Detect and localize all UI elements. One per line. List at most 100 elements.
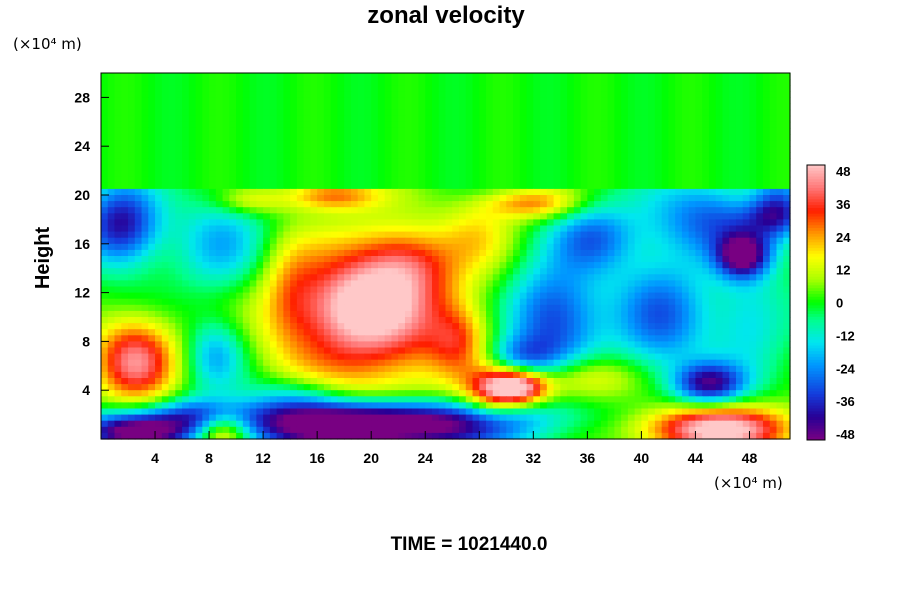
heatmap-cell	[209, 115, 217, 123]
heatmap-cell	[654, 140, 663, 147]
heatmap-cell	[580, 317, 588, 324]
heatmap-cell	[472, 164, 480, 172]
heatmap-cell	[567, 274, 575, 281]
heatmap-cell	[107, 353, 116, 361]
heatmap-cell	[398, 347, 406, 355]
heatmap-cell	[756, 237, 764, 245]
heatmap-cell	[654, 274, 663, 281]
heatmap-cell	[580, 298, 588, 306]
heatmap-cell	[533, 225, 541, 233]
heatmap-cell	[560, 146, 568, 153]
heatmap-cell	[384, 91, 393, 98]
heatmap-cell	[668, 79, 676, 86]
heatmap-cell	[546, 292, 555, 300]
heatmap-cell	[290, 121, 298, 129]
heatmap-cell	[121, 85, 129, 92]
heatmap-cell	[323, 170, 332, 178]
heatmap-cell	[330, 188, 339, 196]
heatmap-cell	[438, 134, 447, 141]
heatmap-cell	[553, 335, 561, 342]
heatmap-cell	[648, 341, 656, 349]
heatmap-cell	[269, 268, 278, 275]
heatmap-cell	[627, 164, 636, 172]
heatmap-cell	[425, 359, 433, 367]
heatmap-cell	[587, 268, 595, 275]
heatmap-cell	[459, 310, 467, 318]
heatmap-cell	[128, 109, 136, 117]
heatmap-cell	[681, 335, 690, 342]
heatmap-cell	[492, 109, 501, 117]
heatmap-cell	[452, 298, 460, 306]
heatmap-cell	[675, 298, 683, 306]
heatmap-cell	[722, 170, 730, 178]
heatmap-cell	[722, 292, 730, 300]
heatmap-cell	[425, 182, 433, 190]
heatmap-cell	[695, 365, 703, 373]
heatmap-cell	[648, 213, 656, 220]
heatmap-cell	[377, 243, 386, 251]
heatmap-cell	[708, 329, 717, 336]
heatmap-cell	[296, 195, 305, 202]
heatmap-cell	[418, 365, 426, 373]
heatmap-cell	[762, 201, 771, 208]
heatmap-cell	[175, 225, 183, 233]
heatmap-cell	[526, 365, 534, 373]
heatmap-cell	[384, 152, 393, 159]
heatmap-cell	[722, 207, 730, 214]
heatmap-cell	[661, 91, 670, 98]
heatmap-cell	[783, 304, 791, 312]
heatmap-cell	[499, 359, 507, 367]
heatmap-cell	[269, 298, 278, 306]
heatmap-cell	[310, 152, 318, 159]
heatmap-cell	[715, 140, 724, 147]
heatmap-cell	[283, 231, 291, 239]
heatmap-cell	[384, 207, 393, 214]
heatmap-cell	[695, 176, 703, 184]
heatmap-cell	[499, 201, 507, 208]
heatmap-cell	[729, 249, 737, 257]
heatmap-cell	[404, 207, 413, 214]
heatmap-cell	[276, 347, 284, 355]
heatmap-cell	[249, 188, 257, 196]
heatmap-cell	[675, 335, 683, 342]
heatmap-cell	[330, 73, 339, 80]
heatmap-cell	[708, 292, 717, 300]
heatmap-cell	[749, 115, 757, 123]
heatmap-cell	[323, 79, 332, 86]
heatmap-cell	[128, 292, 136, 300]
heatmap-cell	[594, 329, 602, 336]
heatmap-cell	[688, 249, 697, 257]
heatmap-cell	[533, 127, 541, 135]
heatmap-cell	[722, 310, 730, 318]
heatmap-cell	[398, 152, 406, 159]
heatmap-cell	[695, 146, 703, 153]
heatmap-cell	[654, 103, 663, 111]
heatmap-cell	[445, 121, 453, 129]
heatmap-cell	[756, 365, 764, 373]
heatmap-cell	[222, 341, 230, 349]
heatmap-cell	[364, 249, 372, 257]
heatmap-cell	[486, 231, 494, 239]
heatmap-cell	[188, 146, 197, 153]
heatmap-cell	[735, 97, 744, 105]
heatmap-cell	[587, 97, 595, 105]
heatmap-cell	[729, 213, 737, 220]
heatmap-cell	[141, 219, 149, 227]
heatmap-cell	[695, 182, 703, 190]
heatmap-cell	[161, 274, 170, 281]
heatmap-cell	[722, 304, 730, 312]
heatmap-cell	[607, 249, 615, 257]
heatmap-cell	[371, 164, 379, 172]
heatmap-cell	[492, 243, 501, 251]
heatmap-cell	[134, 256, 143, 263]
heatmap-cell	[492, 79, 501, 86]
heatmap-cell	[148, 182, 156, 190]
heatmap-cell	[222, 170, 230, 178]
heatmap-cell	[215, 335, 224, 342]
heatmap-cell	[614, 286, 622, 294]
heatmap-cell	[600, 286, 609, 294]
heatmap-cell	[134, 121, 143, 129]
heatmap-cell	[371, 298, 379, 306]
heatmap-cell	[634, 134, 642, 141]
heatmap-cell	[418, 79, 426, 86]
